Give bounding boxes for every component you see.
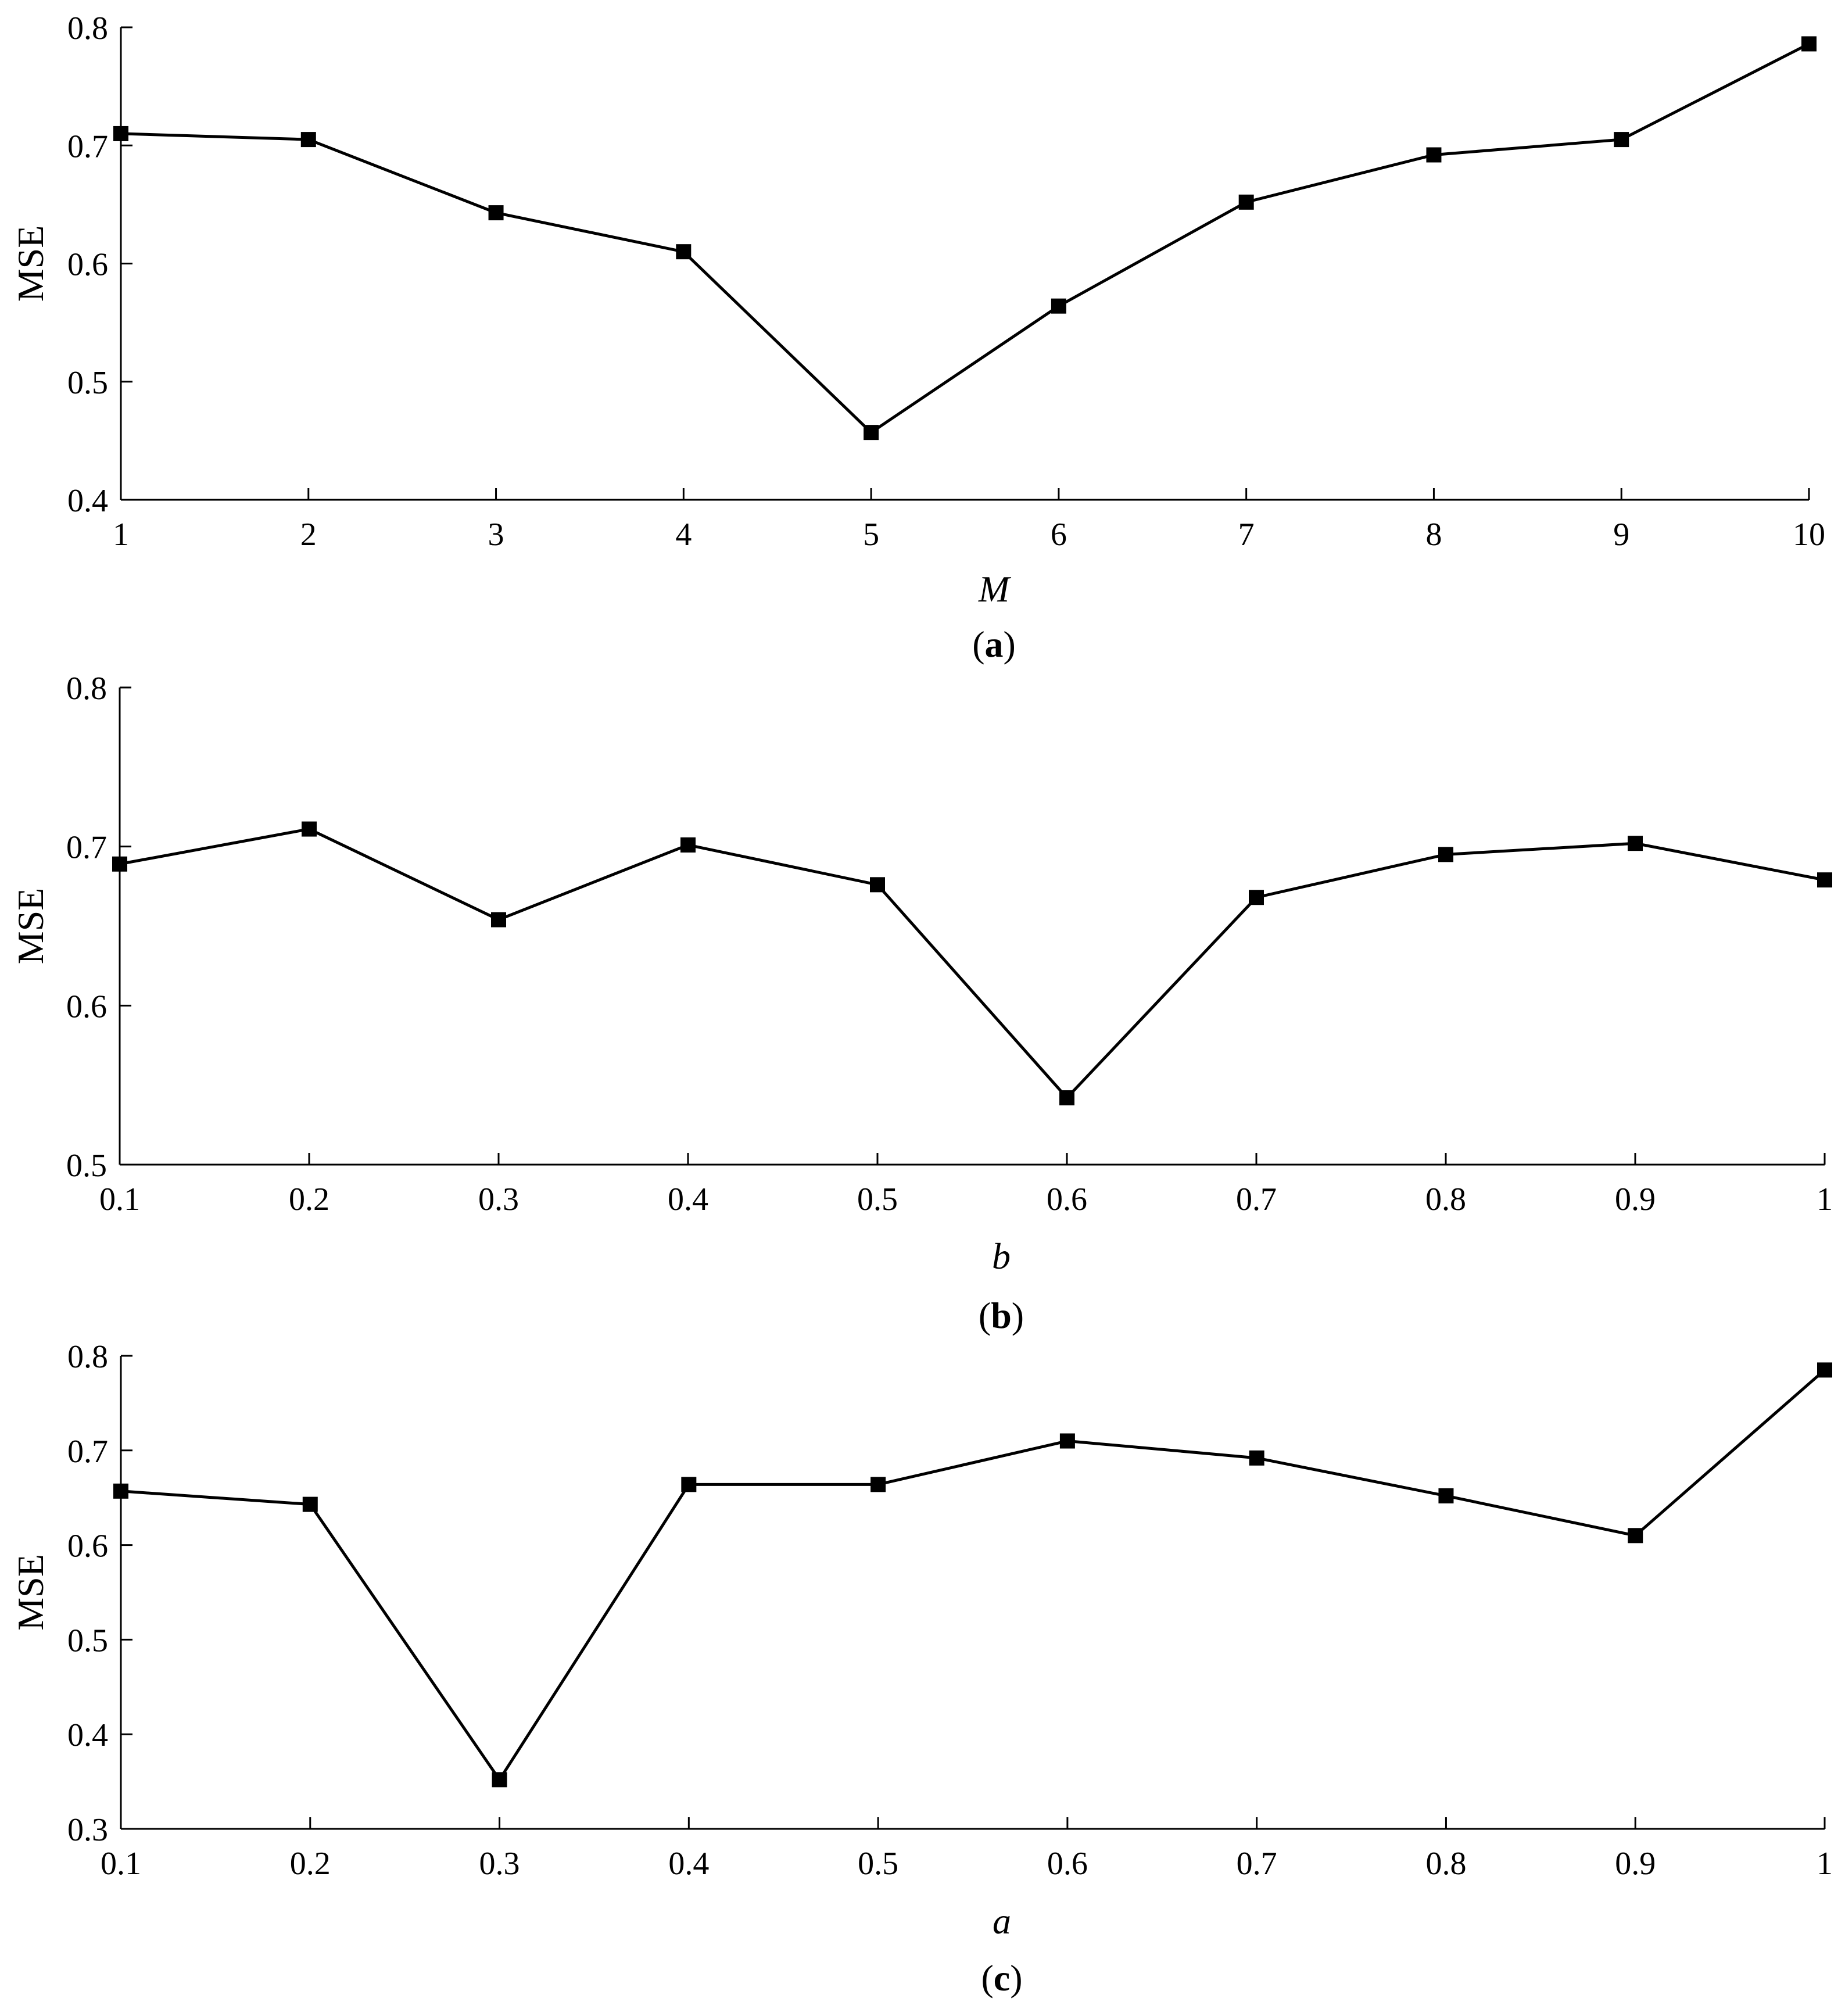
x-tick-label: 4 [675, 517, 692, 553]
data-point [1438, 847, 1453, 862]
x-tick-label: 0.2 [290, 1846, 331, 1882]
x-axis-label: M [978, 568, 1012, 610]
data-point [113, 1483, 128, 1499]
y-tick-label: 0.8 [67, 1339, 108, 1375]
chart-panel-c: 0.1 0.2 0.3 0.4 0.5 0.6 0.7 0.8 0.9 1 0.3 0.4 0.5 0.6… [10, 1339, 1833, 1999]
y-tick-label: 0.7 [67, 1434, 108, 1470]
data-point [1249, 1450, 1264, 1466]
x-tick-label: 1 [1817, 1181, 1833, 1218]
data-point [492, 1772, 507, 1788]
data-point [1628, 836, 1643, 851]
panel-caption: (c) [981, 1957, 1022, 1999]
x-tick-label: 0.6 [1047, 1846, 1088, 1882]
data-point [302, 1496, 318, 1512]
data-point [1438, 1488, 1454, 1503]
series-line [120, 42, 1810, 435]
x-tick-label: 0.9 [1615, 1181, 1656, 1218]
y-tick-label: 0.5 [66, 1148, 107, 1184]
x-tick-label: 0.9 [1615, 1846, 1656, 1882]
data-point [300, 132, 316, 148]
x-tick-label: 0.4 [668, 1181, 708, 1218]
x-tick-label: 0.1 [99, 1181, 140, 1218]
y-axis-label: MSE [10, 225, 51, 302]
x-tick-label: 1 [1817, 1846, 1833, 1882]
y-tick-label: 0.5 [67, 365, 108, 401]
x-tick-label: 5 [863, 517, 879, 553]
data-point [864, 425, 879, 441]
y-tick-label: 0.3 [67, 1812, 108, 1848]
y-axis-label: MSE [10, 1554, 51, 1631]
data-point [112, 856, 127, 872]
x-tick-label: 6 [1051, 517, 1067, 553]
data-point [1817, 1362, 1832, 1378]
chart-panel-a: 1 2 3 4 5 6 7 8 9 10 0.4 0.5 0.6 0.7 0.8 MSE M (a) [10, 10, 1825, 665]
y-tick-label: 0.6 [67, 247, 108, 283]
data-point [1614, 132, 1629, 148]
y-tick-label: 0.4 [67, 1717, 108, 1753]
y-tick-label: 0.6 [66, 989, 107, 1025]
x-tick-label: 10 [1793, 517, 1825, 553]
y-tick-label: 0.7 [66, 830, 107, 866]
x-tick-label: 0.6 [1047, 1181, 1087, 1218]
data-point [680, 837, 696, 853]
data-point [681, 1477, 697, 1492]
data-point [1051, 298, 1066, 314]
series-line [120, 1369, 1826, 1782]
data-point [870, 1477, 886, 1492]
data-point [302, 821, 317, 837]
x-tick-label: 0.2 [289, 1181, 329, 1218]
x-tick-label: 2 [300, 517, 317, 553]
x-tick-label: 0.3 [479, 1846, 520, 1882]
data-point [1059, 1433, 1075, 1449]
chart-panel-b: 0.1 0.2 0.3 0.4 0.5 0.6 0.7 0.8 0.9 1 0.5 0.6 0.7 0.8… [10, 671, 1833, 1336]
x-tick-label: 8 [1425, 517, 1442, 553]
panel-caption: (b) [979, 1295, 1024, 1336]
data-point [1249, 890, 1264, 905]
data-point [1801, 36, 1817, 52]
x-tick-label: 1 [113, 517, 129, 553]
data-point [1426, 147, 1442, 163]
x-tick-label: 0.5 [857, 1181, 898, 1218]
y-tick-label: 0.8 [67, 10, 108, 46]
y-tick-label: 0.6 [67, 1528, 108, 1564]
x-tick-label: 0.5 [858, 1846, 898, 1882]
data-point [1238, 194, 1254, 210]
x-tick-label: 7 [1238, 517, 1255, 553]
data-point [1628, 1528, 1643, 1544]
x-tick-label: 0.7 [1236, 1181, 1277, 1218]
x-tick-label: 0.1 [101, 1846, 141, 1882]
y-tick-label: 0.8 [66, 671, 107, 707]
data-point [491, 912, 506, 928]
x-tick-label: 3 [488, 517, 504, 553]
data-point [113, 126, 128, 141]
data-point [1817, 872, 1832, 888]
y-tick-label: 0.7 [67, 128, 108, 164]
data-point [488, 205, 504, 221]
x-tick-label: 0.8 [1425, 1846, 1466, 1882]
x-axis-label: a [993, 1900, 1011, 1942]
x-tick-label: 9 [1613, 517, 1629, 553]
x-tick-label: 0.8 [1425, 1181, 1466, 1218]
x-tick-label: 0.4 [668, 1846, 709, 1882]
panel-caption: (a) [972, 624, 1016, 665]
y-tick-label: 0.5 [67, 1623, 108, 1659]
x-axis-label: b [992, 1236, 1011, 1277]
data-point [1059, 1090, 1074, 1106]
data-point [676, 244, 692, 260]
x-tick-label: 0.3 [478, 1181, 519, 1218]
data-point [870, 877, 885, 893]
x-tick-label: 0.7 [1237, 1846, 1277, 1882]
series-line [119, 827, 1825, 1100]
y-axis-label: MSE [10, 888, 51, 965]
y-tick-label: 0.4 [67, 483, 108, 519]
